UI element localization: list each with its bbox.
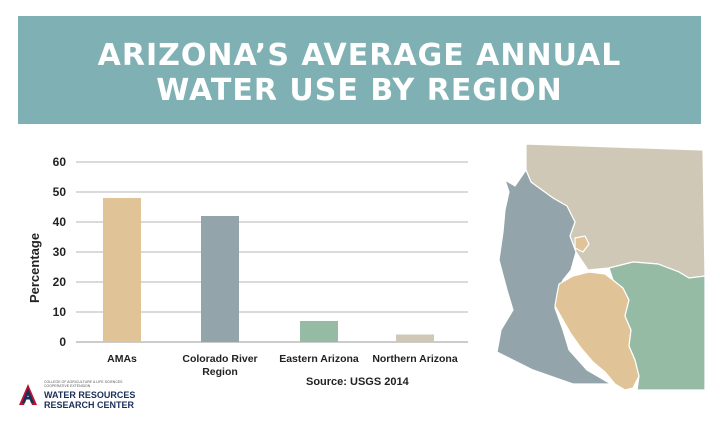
y-tick-label: 20 — [53, 275, 67, 289]
title-line-1: ARIZONA’S AVERAGE ANNUAL — [97, 38, 622, 73]
logo-text-line-2: RESEARCH CENTER — [44, 400, 135, 410]
y-tick-label: 30 — [53, 245, 67, 259]
x-tick-label: Colorado River Region — [182, 353, 257, 378]
logo-text: WATER RESOURCES RESEARCH CENTER — [44, 390, 135, 410]
map-region-prescott-ama — [574, 235, 590, 253]
logo-subtext: COLLEGE OF AGRICULTURE & LIFE SCIENCES C… — [44, 380, 154, 388]
title-line-2: WATER USE BY REGION — [156, 73, 563, 108]
bar — [103, 198, 141, 342]
university-a-icon — [19, 384, 37, 405]
title-banner: ARIZONA’S AVERAGE ANNUAL WATER USE BY RE… — [18, 16, 701, 124]
y-tick-labels: 0 10 20 30 40 50 60 — [53, 155, 67, 349]
x-tick-labels: AMAs Colorado River Region Eastern Arizona N… — [107, 353, 458, 378]
bar-chart: 0 10 20 30 40 50 60 AMAs Colorado River Region Ea… — [27, 155, 468, 378]
map-region-colorado-river — [496, 168, 614, 385]
x-tick-label: Eastern Arizona — [279, 353, 359, 365]
y-tick-label: 50 — [53, 185, 67, 199]
chart-title: ARIZONA’S AVERAGE ANNUAL WATER USE BY RE… — [18, 38, 701, 108]
y-tick-label: 0 — [59, 335, 66, 349]
bar — [396, 334, 434, 342]
bars — [103, 198, 434, 342]
wrrc-logo: COLLEGE OF AGRICULTURE & LIFE SCIENCES C… — [18, 380, 198, 418]
bar — [201, 216, 239, 342]
y-tick-label: 60 — [53, 155, 67, 169]
y-tick-label: 40 — [53, 215, 67, 229]
logo-subtext-line-1: COLLEGE OF AGRICULTURE & LIFE SCIENCES — [44, 380, 123, 384]
y-tick-label: 10 — [53, 305, 67, 319]
logo-text-line-1: WATER RESOURCES — [44, 390, 136, 400]
source-note: Source: USGS 2014 — [306, 376, 409, 388]
x-tick-label: AMAs — [107, 353, 137, 365]
arizona-region-map — [496, 143, 706, 391]
y-axis-label: Percentage — [27, 233, 42, 303]
bar — [300, 321, 338, 342]
logo-subtext-line-2: COOPERATIVE EXTENSION — [44, 384, 91, 388]
x-tick-label: Northern Arizona — [372, 353, 458, 365]
chart-grid — [76, 161, 468, 343]
map-region-eastern-arizona — [608, 261, 706, 391]
